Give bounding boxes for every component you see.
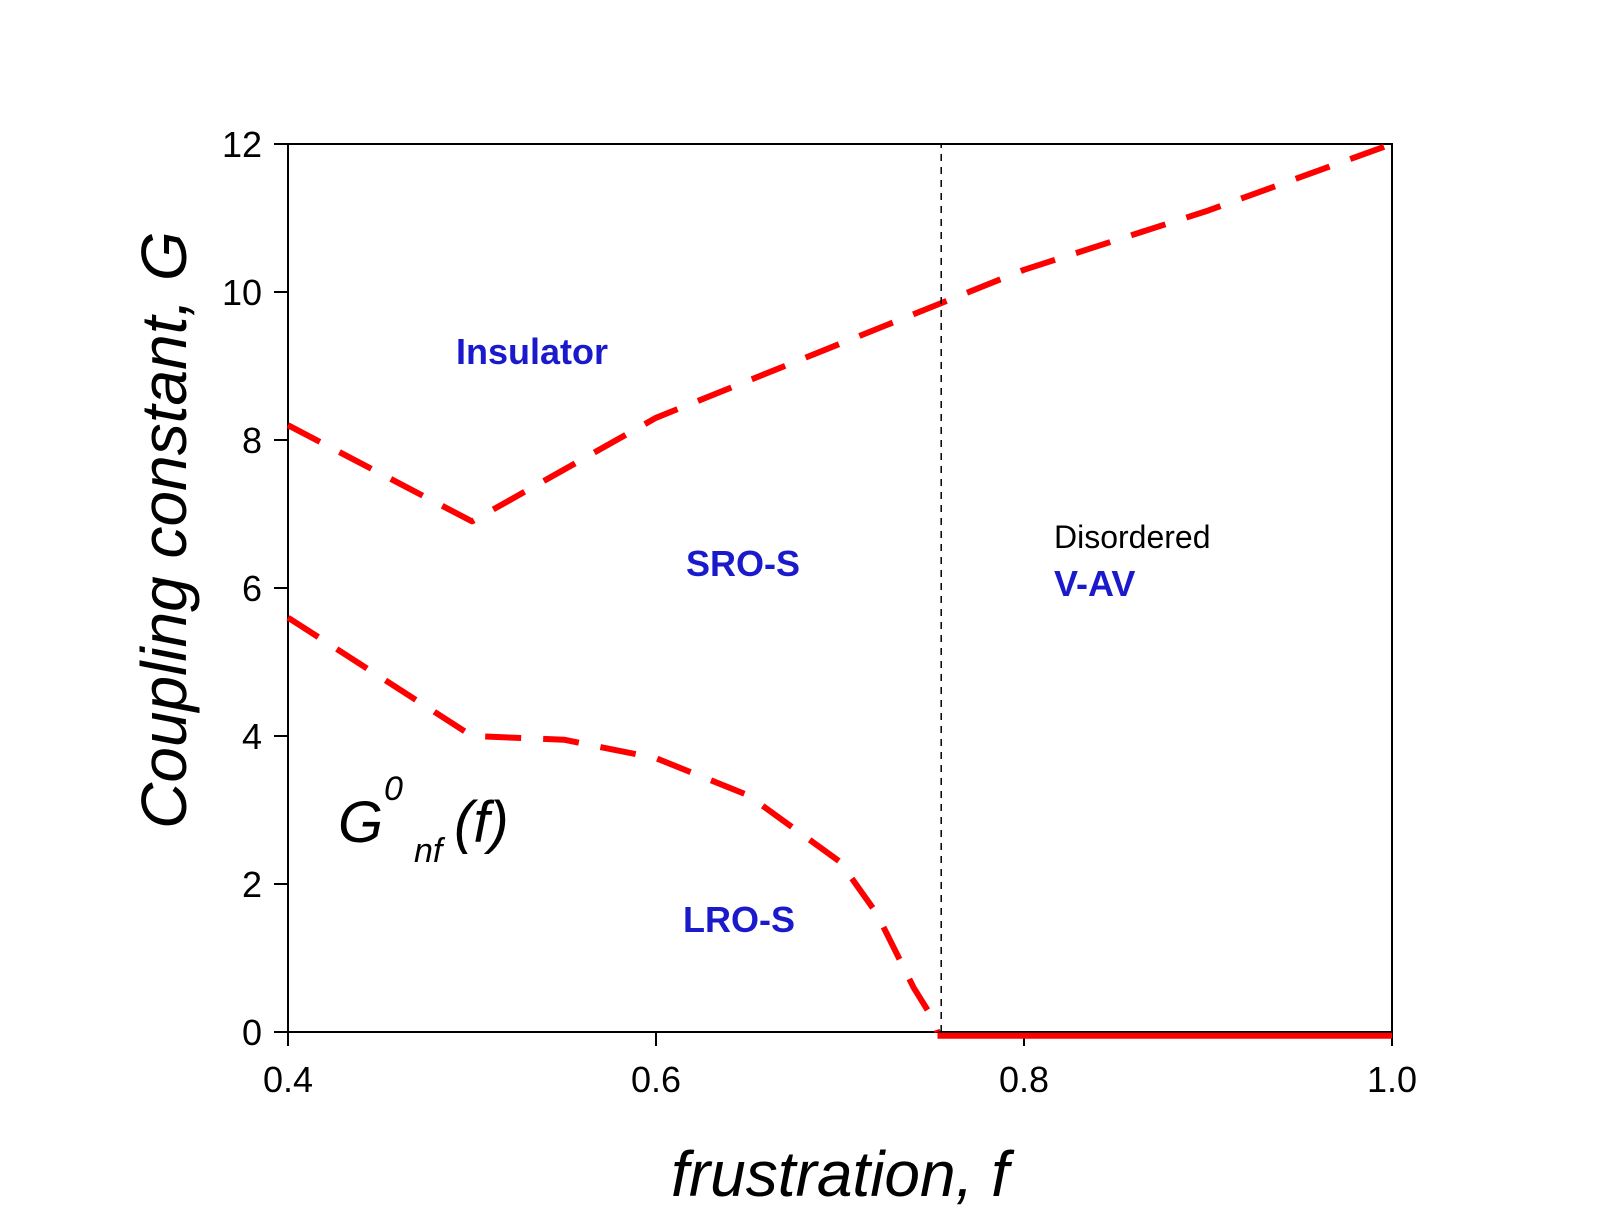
formula-sup: 0 [384,770,403,808]
y-tick-label: 10 [222,272,262,313]
x-axis-ticks: 0.4 0.6 0.8 1.0 [263,1032,1417,1100]
y-tick-label: 0 [242,1012,262,1053]
formula-label: G 0 nf (f) [338,770,509,870]
formula-main: G [338,790,383,855]
y-tick-label: 8 [242,420,262,461]
x-tick-label: 0.6 [631,1059,681,1100]
series-layer [286,141,1394,1039]
y-tick-label: 6 [242,568,262,609]
region-label-v-av: V-AV [1054,563,1135,604]
series-line-lower-boundary [286,615,941,1034]
x-axis-title: frustration, f [671,1138,1015,1210]
region-label-insulator: Insulator [456,331,608,372]
y-tick-label: 12 [222,124,262,165]
formula-sub: nf [414,832,446,870]
formula-arg: (f) [454,790,509,855]
x-tick-label: 0.8 [999,1059,1049,1100]
y-axis-ticks: 0 2 4 6 8 10 12 [222,124,288,1053]
y-tick-label: 4 [242,716,262,757]
series-line-upper-boundary [286,141,1394,525]
region-label-sro-s: SRO-S [686,543,800,584]
plot-frame [287,143,1393,1033]
region-label-lro-s: LRO-S [683,899,795,940]
region-label-disordered: Disordered [1054,519,1211,555]
y-tick-label: 2 [242,864,262,905]
x-tick-label: 1.0 [1367,1059,1417,1100]
x-tick-label: 0.4 [263,1059,313,1100]
y-axis-title: Coupling constant, G [128,231,200,829]
